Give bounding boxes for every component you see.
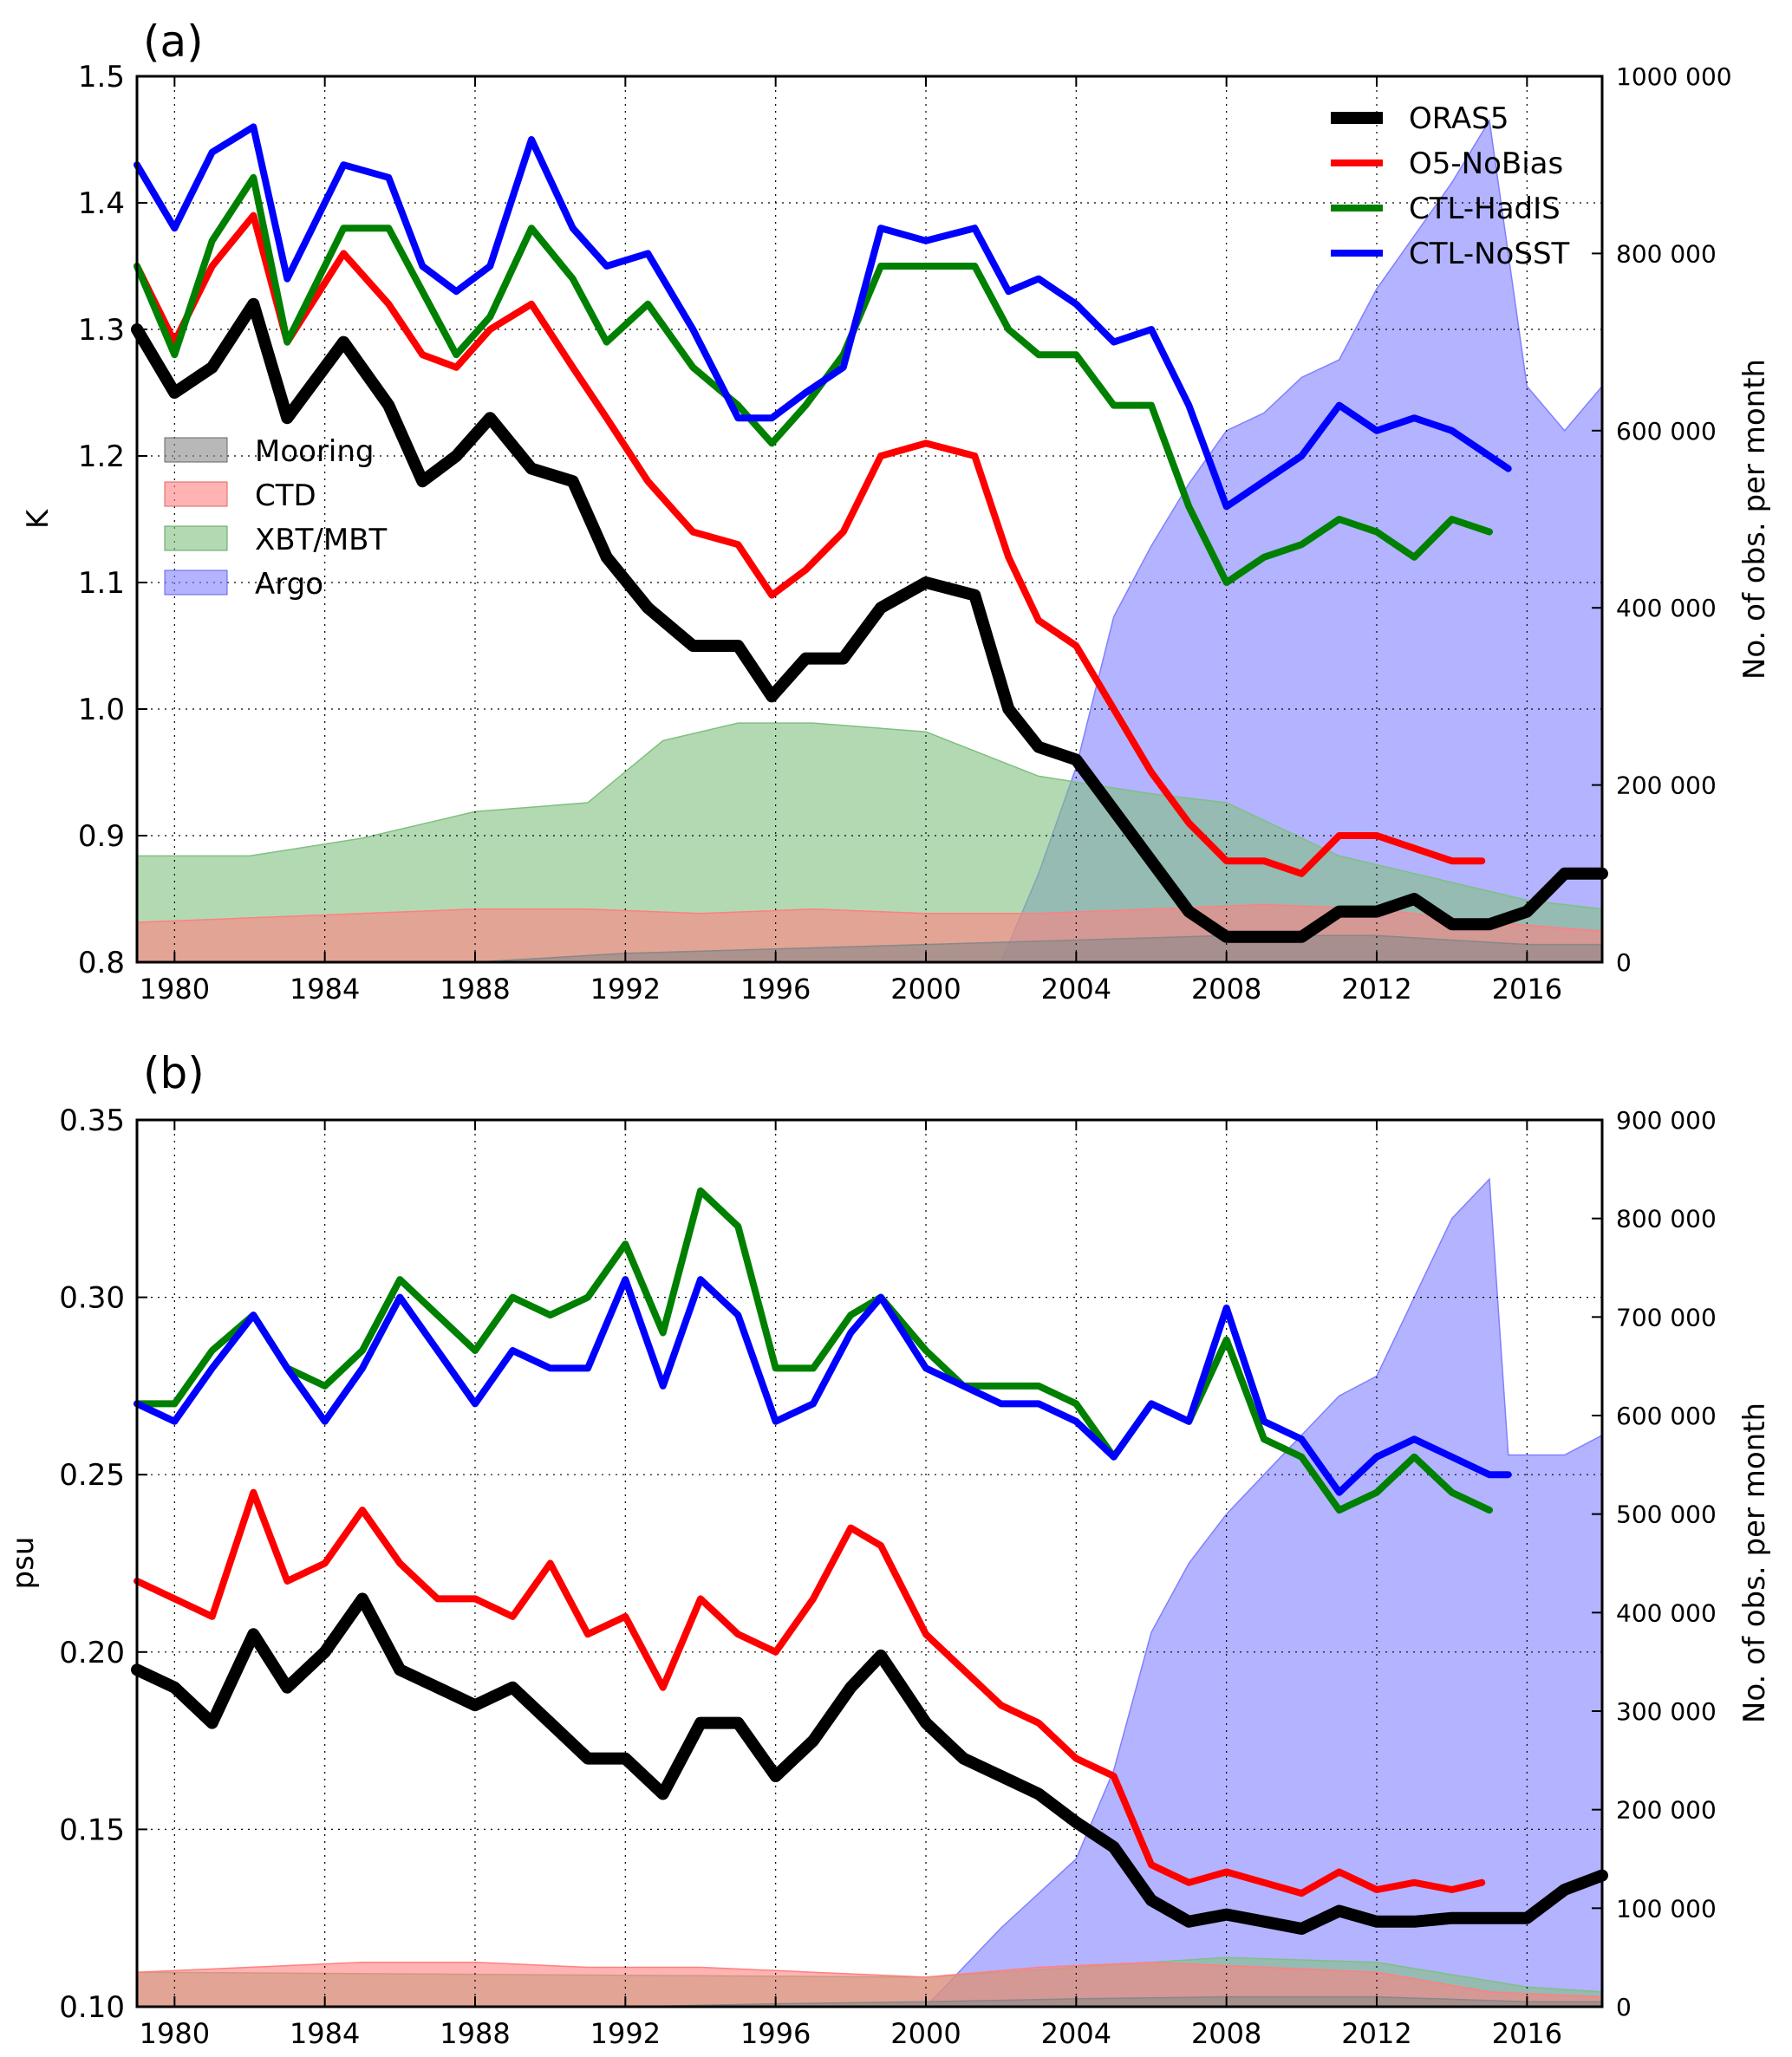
panel-b-y2-tick-label: 900 000 bbox=[1616, 1106, 1717, 1135]
panel-b-y-tick-label: 0.35 bbox=[59, 1103, 125, 1138]
panel-b-series-oras5 bbox=[131, 1592, 1608, 1935]
panel-b-x-tick-label: 1996 bbox=[740, 2017, 811, 2050]
legend-swatch-xbt bbox=[164, 525, 228, 551]
panel-b-y-tick-label: 0.25 bbox=[59, 1458, 125, 1493]
panel-a-y-tick-label: 1.4 bbox=[78, 186, 125, 221]
panel-a-areas bbox=[136, 118, 1603, 963]
panel-b-y2-label: No. of obs. per month bbox=[1737, 1403, 1772, 1723]
panel-b-y-tick-label: 0.10 bbox=[59, 1990, 125, 2025]
panel-a-x-tick-label: 2008 bbox=[1191, 973, 1261, 1006]
panel-a-x-tick-label: 2000 bbox=[890, 973, 961, 1006]
panel-a-x-tick-label: 1984 bbox=[290, 973, 360, 1006]
panel-a-x-tick-label: 1996 bbox=[740, 973, 811, 1006]
panel-a-y-label: K bbox=[21, 508, 55, 529]
panel-a-y-tick-label: 1.5 bbox=[78, 60, 125, 94]
panel-b-x-tick-label: 1992 bbox=[590, 2017, 661, 2050]
panel-a-lines bbox=[131, 123, 1608, 943]
panel-b-area-ctd bbox=[136, 1962, 1603, 2008]
panel-a-series-oras5 bbox=[131, 297, 1608, 943]
panel-b-y-label: psu bbox=[6, 1537, 41, 1590]
legend-label-oras5: ORAS5 bbox=[1409, 101, 1509, 136]
legend-label-ctd: CTD bbox=[255, 478, 316, 513]
panel-a-y-tick-label: 0.9 bbox=[78, 819, 125, 854]
panel-b-x-tick-label: 1980 bbox=[140, 2017, 210, 2050]
panel-b-frame bbox=[135, 1118, 1604, 2008]
legend-swatch-argo bbox=[164, 570, 228, 596]
panel-a-y-tick-label: 1.2 bbox=[78, 439, 125, 474]
panel-a-y2-ticks: 0 200 000 400 000 600 000 800 000 1000 000 bbox=[1592, 62, 1732, 977]
panel-a: (a) 1980 1984 1988 1992 1996 2000 2004 2008 2012… bbox=[21, 16, 1772, 1006]
panel-b-lines bbox=[131, 1187, 1608, 1935]
panel-a-x-tick-label: 2016 bbox=[1492, 973, 1562, 1006]
panel-b-x-tick-label: 1988 bbox=[440, 2017, 510, 2050]
panel-b-y2-tick-label: 600 000 bbox=[1616, 1402, 1717, 1430]
panel-a-y-tick-label: 1.3 bbox=[78, 313, 125, 348]
panel-a-y-tick-label: 1.0 bbox=[78, 693, 125, 727]
panel-b-y2-tick-label: 400 000 bbox=[1616, 1598, 1717, 1627]
panel-a-area-xbt-mbt bbox=[136, 722, 1603, 963]
panel-b-y2-tick-label: 800 000 bbox=[1616, 1205, 1717, 1234]
panel-b-y-tick-label: 0.20 bbox=[59, 1636, 125, 1670]
panel-b-y2-tick-label: 200 000 bbox=[1616, 1796, 1717, 1825]
panel-a-x-tick-label: 1988 bbox=[440, 973, 510, 1006]
panel-a-y2-tick-label: 400 000 bbox=[1616, 594, 1717, 622]
panel-b: (b) 1980 1984 1988 1992 1996 2000 2004 2008 2012… bbox=[6, 1048, 1772, 2050]
panel-b-y2-tick-label: 500 000 bbox=[1616, 1500, 1717, 1529]
panel-b-x-tick-label: 2016 bbox=[1492, 2017, 1562, 2050]
panel-b-y2-tick-label: 100 000 bbox=[1616, 1894, 1717, 1923]
legend-label-ctl-hadis: CTL-HadIS bbox=[1409, 192, 1561, 226]
panel-b-y2-ticks: 0 100 000 200 000 300 000 400 000 500 000 600 … bbox=[1592, 1106, 1717, 2021]
legend-label-mooring: Mooring bbox=[255, 434, 375, 469]
legend-swatch-mooring bbox=[164, 437, 228, 463]
panel-b-y-tick-label: 0.15 bbox=[59, 1813, 125, 1847]
legend-label-o5-nobias: O5-NoBias bbox=[1409, 146, 1563, 181]
panel-b-y2-tick-label: 700 000 bbox=[1616, 1303, 1717, 1331]
legend-label-argo: Argo bbox=[255, 567, 323, 602]
panel-a-label: (a) bbox=[143, 16, 204, 67]
panel-a-x-ticks: 1980 1984 1988 1992 1996 2000 2004 2008 2012 2016 bbox=[140, 76, 1562, 1006]
panel-b-series-o5-nobias bbox=[134, 1488, 1486, 1898]
legend-label-ctl-nosst: CTL-NoSST bbox=[1409, 237, 1570, 271]
panel-b-x-tick-label: 2012 bbox=[1341, 2017, 1411, 2050]
panel-b-y2-tick-label: 300 000 bbox=[1616, 1697, 1717, 1726]
panel-b-label: (b) bbox=[143, 1048, 205, 1098]
panel-a-x-tick-label: 1980 bbox=[140, 973, 210, 1006]
panel-a-x-tick-label: 2012 bbox=[1341, 973, 1411, 1006]
panel-a-y-tick-label: 0.8 bbox=[78, 946, 125, 980]
panel-b-y-ticks: 0.10 0.15 0.20 0.25 0.30 0.35 bbox=[59, 1103, 147, 2025]
panel-a-area-argo bbox=[137, 118, 1603, 963]
panel-a-series-ctl-nosst bbox=[134, 123, 1512, 511]
panel-b-y-tick-label: 0.30 bbox=[59, 1281, 125, 1316]
panel-b-series-ctl-hadis bbox=[134, 1187, 1493, 1514]
panel-b-x-tick-label: 2000 bbox=[890, 2017, 961, 2050]
panel-a-y2-label: No. of obs. per month bbox=[1737, 359, 1772, 680]
panel-a-y2-tick-label: 1000 000 bbox=[1616, 62, 1732, 91]
legend-areas: Mooring CTD XBT/MBT Argo bbox=[164, 434, 388, 602]
panel-a-frame bbox=[135, 75, 1604, 964]
panel-b-y2-tick-label: 0 bbox=[1616, 1993, 1632, 2021]
panel-a-y2-tick-label: 0 bbox=[1616, 948, 1632, 977]
panel-b-series-ctl-nosst bbox=[134, 1276, 1512, 1496]
panel-a-x-tick-label: 2004 bbox=[1041, 973, 1111, 1006]
panel-b-x-tick-label: 1984 bbox=[290, 2017, 360, 2050]
panel-a-y-ticks: 0.8 0.9 1.0 1.1 1.2 1.3 1.4 1.5 bbox=[78, 60, 147, 980]
panel-b-x-tick-label: 2008 bbox=[1191, 2017, 1261, 2050]
legend-swatch-ctd bbox=[164, 481, 228, 507]
panel-a-y2-tick-label: 600 000 bbox=[1616, 417, 1717, 446]
legend-lines: ORAS5 O5-NoBias CTL-HadIS CTL-NoSST bbox=[1331, 101, 1570, 271]
panel-b-x-ticks: 1980 1984 1988 1992 1996 2000 2004 2008 2012 2016 bbox=[140, 1120, 1562, 2050]
panel-a-series-o5-nobias bbox=[134, 212, 1486, 877]
panel-a-y-tick-label: 1.1 bbox=[78, 566, 125, 601]
panel-a-y2-tick-label: 200 000 bbox=[1616, 771, 1717, 800]
legend-label-xbt: XBT/MBT bbox=[255, 523, 388, 557]
panel-a-y2-tick-label: 800 000 bbox=[1616, 239, 1717, 268]
panel-a-x-tick-label: 1992 bbox=[590, 973, 661, 1006]
panel-b-x-tick-label: 2004 bbox=[1041, 2017, 1111, 2050]
